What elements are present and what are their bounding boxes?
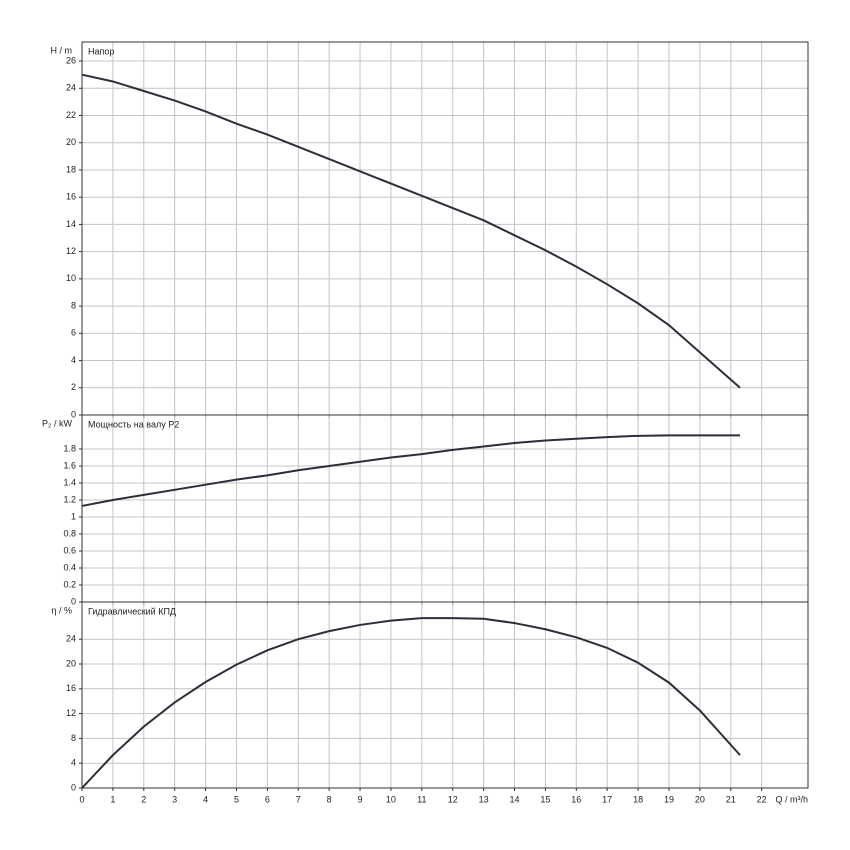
y-tick-label: 12 [66,246,76,256]
y-tick-label: 2 [71,382,76,392]
x-axis-label: Q / m³/h [775,794,808,804]
x-tick-label: 2 [141,794,146,804]
y-tick-label: 20 [66,137,76,147]
x-tick-label: 20 [695,794,705,804]
x-tick-label: 8 [327,794,332,804]
x-tick-label: 5 [234,794,239,804]
curve [81,73,741,389]
curve [81,434,741,507]
y-tick-label: 0.4 [63,562,76,572]
x-tick-label: 14 [510,794,520,804]
panel-title: Гидравлический КПД [88,606,176,616]
y-tick-label: 1.4 [63,477,76,487]
y-axis-label: P₂ / kW [42,418,72,428]
y-tick-label: 12 [66,708,76,718]
y-tick-label: 16 [66,683,76,693]
y-tick-label: 4 [71,355,76,365]
y-tick-label: 14 [66,219,76,229]
x-tick-label: 9 [358,794,363,804]
x-tick-label: 11 [417,794,426,804]
y-tick-label: 8 [71,733,76,743]
x-tick-label: 13 [479,794,489,804]
y-tick-label: 10 [66,273,76,283]
y-tick-label: 0 [71,596,76,606]
y-tick-label: 26 [66,55,76,65]
plot-frame [81,414,809,603]
y-tick-label: 8 [71,300,76,310]
x-tick-label: 21 [726,794,736,804]
y-tick-label: 1.6 [63,460,76,470]
x-tick-label: 18 [633,794,643,804]
y-tick-label: 24 [66,634,76,644]
panel-title: Напор [88,46,114,56]
x-tick-label: 10 [386,794,396,804]
x-tick-label: 1 [110,794,115,804]
y-tick-label: 24 [66,83,76,93]
x-tick-label: 12 [448,794,458,804]
y-tick-label: 1.8 [63,443,76,453]
y-tick-label: 18 [66,164,76,174]
y-tick-label: 0.8 [63,528,76,538]
y-tick-label: 0 [71,782,76,792]
x-tick-label: 17 [602,794,612,804]
y-tick-label: 1 [71,511,76,521]
y-tick-label: 22 [66,110,76,120]
y-axis-label: H / m [51,45,73,55]
x-tick-label: 4 [203,794,208,804]
x-tick-label: 7 [296,794,301,804]
y-tick-label: 1.2 [63,494,76,504]
y-tick-label: 0.2 [63,579,76,589]
plot-frame [81,601,809,789]
x-tick-label: 16 [571,794,581,804]
x-tick-label: 19 [664,794,674,804]
curve [81,617,741,789]
y-tick-label: 20 [66,658,76,668]
x-tick-label: 22 [757,794,767,804]
plot-frame [81,41,809,416]
y-axis-label: η / % [51,605,72,615]
x-tick-label: 3 [172,794,177,804]
panel-title: Мощность на валу P2 [88,419,179,429]
y-tick-label: 4 [71,758,76,768]
y-tick-label: 16 [66,192,76,202]
y-tick-label: 0.6 [63,545,76,555]
x-tick-label: 15 [540,794,550,804]
y-tick-label: 6 [71,328,76,338]
x-tick-label: 6 [265,794,270,804]
y-tick-label: 0 [71,409,76,419]
x-tick-label: 0 [79,794,84,804]
